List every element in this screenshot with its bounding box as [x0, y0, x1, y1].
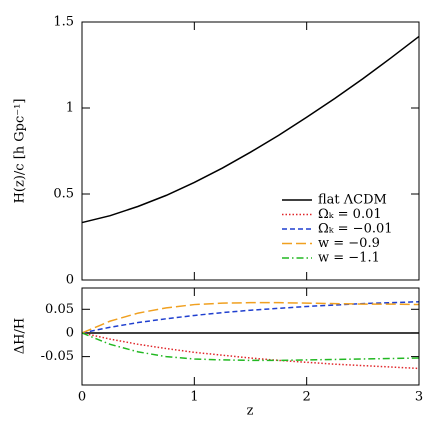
series-line	[81, 332, 420, 370]
series-line	[81, 300, 420, 334]
y-tick-label: 1	[66, 101, 74, 116]
plot-frame	[81, 287, 420, 386]
x-axis-label: z	[247, 404, 254, 419]
y-axis-label: ΔH/H	[13, 318, 28, 354]
y-tick-label: 0.05	[45, 302, 74, 317]
x-tick-label: 3	[415, 390, 423, 405]
legend-label: Ωₖ = −0.01	[318, 222, 393, 237]
plot-frame	[81, 21, 420, 281]
x-tick-label: 2	[303, 390, 311, 405]
legend-label: Ωₖ = 0.01	[318, 207, 382, 222]
y-tick-label: 0.5	[53, 187, 74, 202]
x-tick-label: 0	[78, 390, 86, 405]
x-tick-label: 1	[190, 390, 198, 405]
legend-label: flat ΛCDM	[318, 193, 387, 208]
y-tick-label: 0	[66, 273, 74, 288]
legend-label: w = −1.1	[318, 251, 380, 266]
series-line	[81, 35, 420, 224]
y-tick-label: 0	[66, 325, 74, 340]
y-tick-label: -0.05	[41, 349, 74, 364]
y-tick-label: 1.5	[53, 15, 74, 30]
legend-label: w = −0.9	[318, 236, 380, 251]
series-line	[81, 301, 420, 334]
y-axis-label: H(z)/c [h Gpc⁻¹]	[13, 99, 28, 204]
series-line	[81, 332, 420, 362]
